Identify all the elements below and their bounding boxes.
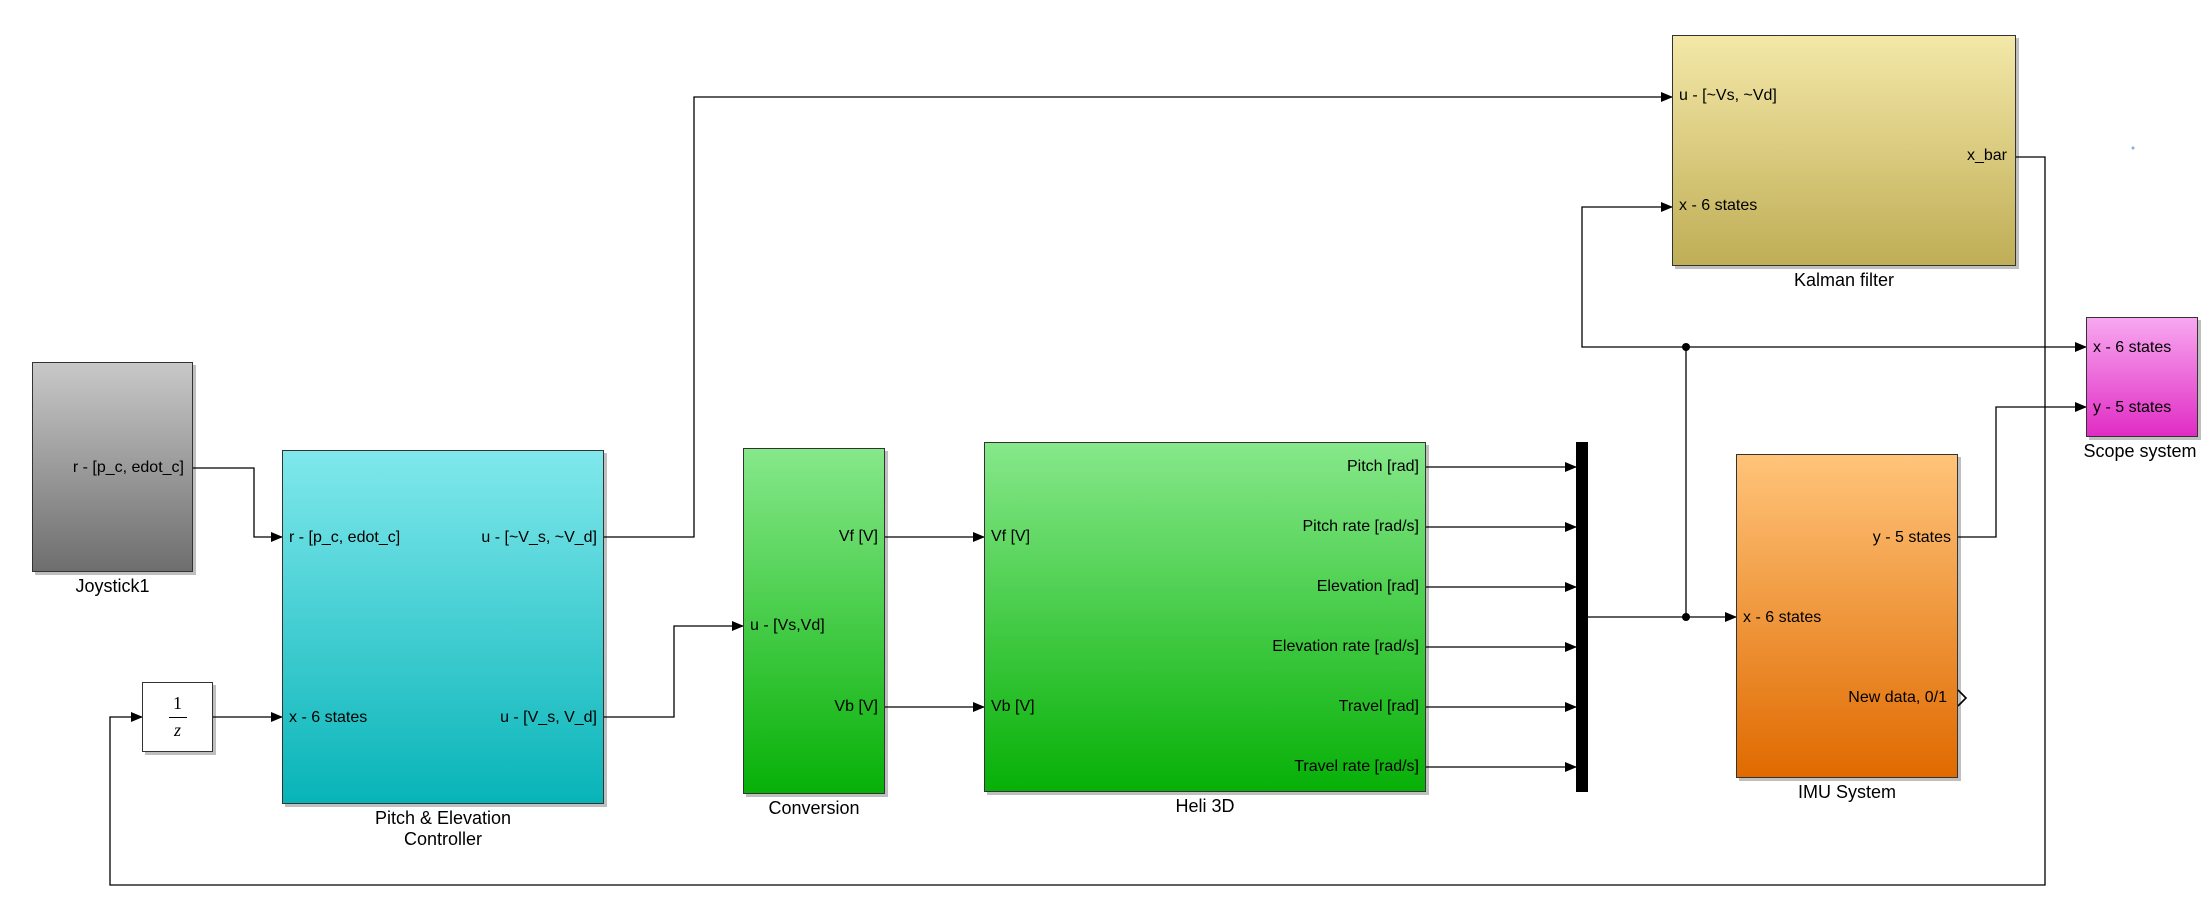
conversion-block[interactable]: u - [Vs,Vd] Vf [V] Vb [V] [743,448,885,794]
kalman-in-port-u: u - [~Vs, ~Vd] [1679,87,1777,104]
heli-out-port-pitch: Pitch [rad] [1346,458,1419,475]
unconnected-port-icon [1957,689,1968,707]
imu-in-port-x: x - 6 states [1743,609,1822,626]
unit-delay-block[interactable]: 1 z [142,682,213,752]
imu-system-label: IMU System [1797,782,1896,802]
branch-point [1682,343,1690,351]
heli-out-port-pitch-rate: Pitch rate [rad/s] [1302,518,1420,535]
imu-out-port-y: y - 5 states [1872,529,1951,546]
branch-point [1682,613,1690,621]
wire-kalman-feedback [109,156,2046,886]
controller-out-port-tilde: u - [~V_s, ~V_d] [481,529,597,546]
delay-numerator: 1 [173,693,182,713]
heli-out-port-elevation-rate: Elevation rate [rad/s] [1272,638,1419,655]
controller-out-port-v: u - [V_s, V_d] [500,709,597,726]
conversion-out-port-vb: Vb [V] [834,698,878,715]
heli-3d-label: Heli 3D [1175,796,1235,816]
conversion-in-port: u - [Vs,Vd] [750,617,825,634]
mux-block[interactable] [1576,442,1588,792]
kalman-in-port-x: x - 6 states [1679,197,1758,214]
controller-in-port-r: r - [p_c, edot_c] [289,529,401,546]
kalman-out-port-xbar: x_bar [1966,147,2007,164]
scope-in-port-x: x - 6 states [2093,339,2172,356]
joystick-block[interactable]: r - [p_c, edot_c] [32,362,193,572]
scope-system-label: Scope system [2083,441,2197,461]
wire-controller-to-kalman [604,92,1673,538]
wire-imu-to-scope [1958,402,2087,538]
wire-controller-to-conversion [604,621,744,718]
joystick-label: Joystick1 [75,576,150,596]
wire-joystick-to-controller [193,467,283,542]
scope-system-block[interactable]: x - 6 states y - 5 states [2086,317,2198,437]
imu-system-block[interactable]: x - 6 states y - 5 states New data, 0/1 [1736,454,1958,778]
kalman-filter-label: Kalman filter [1793,270,1895,290]
controller-label: Pitch & Elevation Controller [282,808,604,850]
heli-in-port-vb: Vb [V] [991,698,1035,715]
delay-denominator: z [173,720,181,740]
heli-in-port-vf: Vf [V] [991,528,1031,545]
heli-3d-block[interactable]: Vf [V] Vb [V] Pitch [rad] Pitch rate [ra… [984,442,1426,792]
heli-out-port-elevation: Elevation [rad] [1316,578,1419,595]
heli-out-port-travel-rate: Travel rate [rad/s] [1294,758,1419,775]
joystick-out-port: r - [p_c, edot_c] [72,459,184,476]
wire-to-kalman-x [1581,202,1686,348]
controller-label-line2: Controller [403,829,483,849]
scope-in-port-y: y - 5 states [2093,399,2172,416]
kalman-filter-block[interactable]: u - [~Vs, ~Vd] x - 6 states x_bar [1672,35,2016,266]
heli-out-port-travel: Travel [rad] [1338,698,1419,715]
controller-label-line1: Pitch & Elevation [374,808,512,828]
imu-out-port-new-data: New data, 0/1 [1848,689,1947,706]
controller-block[interactable]: r - [p_c, edot_c] x - 6 states u - [~V_s… [282,450,604,804]
conversion-out-port-vf: Vf [V] [838,528,878,545]
controller-in-port-x: x - 6 states [289,709,368,726]
conversion-label: Conversion [768,798,860,818]
